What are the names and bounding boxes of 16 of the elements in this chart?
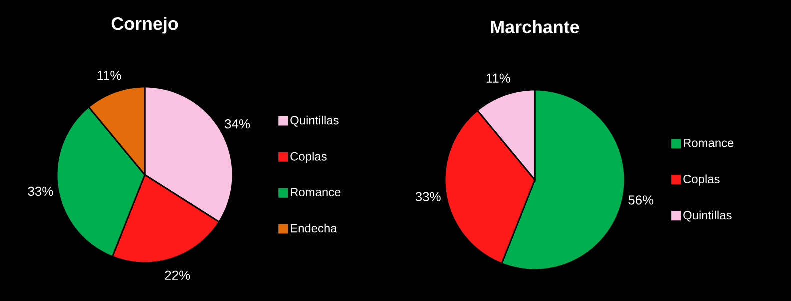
data-label: 56% xyxy=(628,196,654,205)
legend-label: Romance xyxy=(291,188,341,197)
legend-label: Endecha xyxy=(291,224,338,233)
data-label: 34% xyxy=(225,120,250,129)
legend-label: Coplas xyxy=(684,174,720,186)
legend-label: Coplas xyxy=(290,152,327,164)
data-label: 22% xyxy=(165,270,190,280)
chart-title: Marchante xyxy=(491,20,580,34)
legend-label: Romance xyxy=(684,139,734,148)
data-label: 33% xyxy=(416,192,441,202)
data-label: 11% xyxy=(98,71,122,80)
data-label: 11% xyxy=(486,74,510,83)
data-label: 33% xyxy=(28,186,54,196)
legend-label: Quintillas xyxy=(684,210,732,222)
chart-title: Cornejo xyxy=(112,17,178,34)
legend-label: Quintillas xyxy=(290,116,339,127)
